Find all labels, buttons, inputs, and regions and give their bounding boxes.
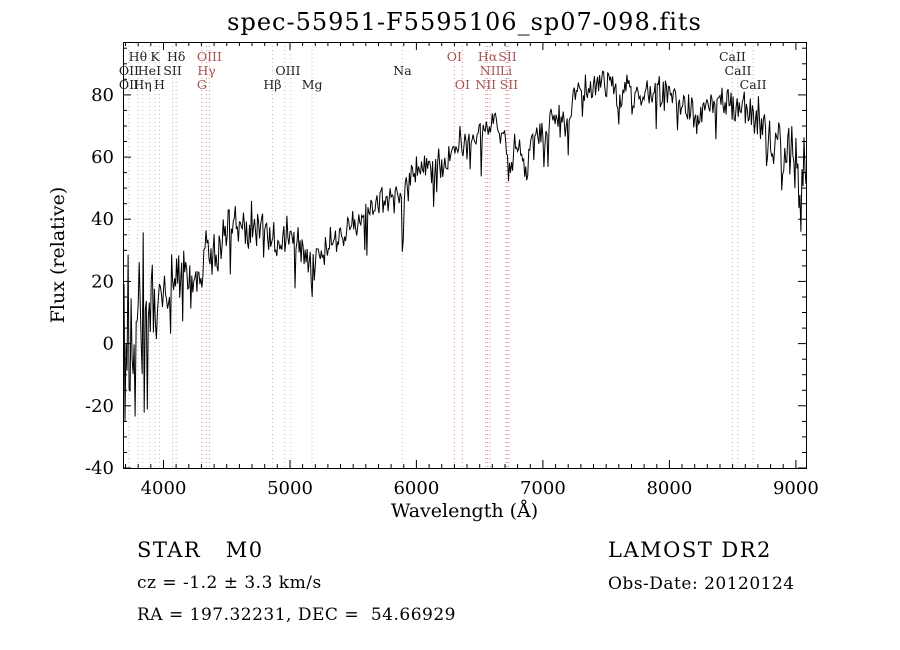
spectral-line-label: OII	[119, 63, 139, 78]
x-tick-label: 9000	[773, 478, 819, 499]
spectral-line-label: Hδ	[167, 49, 185, 64]
x-tick-label: 6000	[393, 478, 439, 499]
y-tick-label: 60	[91, 147, 114, 168]
spectral-line-label: K	[150, 49, 160, 64]
spectral-line-label: Hα	[478, 49, 498, 64]
plot-border	[123, 42, 807, 469]
spectral-line-label: CaII	[725, 63, 752, 78]
spectral-line-label: Mg	[302, 77, 323, 92]
spectral-line-label: G	[197, 77, 207, 92]
x-tick-label: 8000	[646, 478, 692, 499]
spectrum-line	[123, 70, 806, 422]
page-title: spec-55951-F5595106_sp07-098.fits	[227, 8, 702, 36]
observation-date: Obs-Date: 20120124	[608, 574, 795, 594]
x-tick-label: 4000	[141, 478, 187, 499]
y-tick-label: -20	[85, 396, 114, 417]
spectral-line-label: OIII	[275, 63, 300, 78]
survey-release-label: LAMOST DR2	[608, 538, 772, 562]
spectral-line-label: SII	[498, 49, 517, 64]
x-axis-label: Wavelength (Å)	[390, 500, 539, 522]
spectral-line-label: HeI	[138, 63, 161, 78]
spectral-line-label: Li	[500, 63, 512, 78]
spectral-line-label: H	[154, 77, 165, 92]
y-tick-label: 40	[91, 209, 114, 230]
spectral-line-label: NII	[480, 63, 501, 78]
spectral-line-label: SII	[163, 63, 182, 78]
x-tick-label: 7000	[520, 478, 566, 499]
spectral-line-label: Hθ	[129, 49, 147, 64]
y-tick-label: -40	[85, 458, 114, 479]
spectral-line-label: OI	[455, 77, 470, 92]
spectral-line-label: CaII	[740, 77, 767, 92]
spectral-line-label: OIII	[197, 49, 222, 64]
ra-dec-coordinates: RA = 197.32231, DEC = 54.66929	[137, 605, 456, 625]
radial-velocity-value: cz = -1.2 ± 3.3 km/s	[137, 573, 322, 593]
y-tick-label: 80	[91, 85, 114, 106]
spectral-line-label: CaII	[719, 49, 746, 64]
y-tick-label: 0	[103, 334, 114, 355]
spectral-line-label: Hβ	[263, 77, 281, 92]
spectral-line-label: OI	[447, 49, 462, 64]
y-tick-label: 20	[91, 271, 114, 292]
classification-label: STAR M0	[137, 538, 264, 562]
spectral-line-label: SII	[500, 77, 519, 92]
spectral-line-label: Hγ	[197, 63, 215, 78]
spectral-line-label: Na	[393, 63, 412, 78]
spectral-line-label: NII	[475, 77, 496, 92]
y-axis-label: Flux (relative)	[47, 186, 69, 324]
x-tick-label: 5000	[267, 478, 313, 499]
spectral-line-label: Hη	[133, 77, 151, 92]
